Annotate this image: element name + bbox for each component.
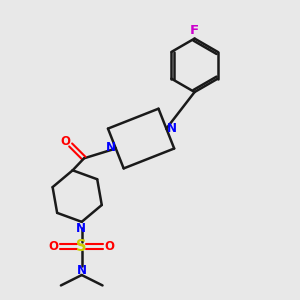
- Text: O: O: [60, 136, 70, 148]
- Text: N: N: [167, 122, 177, 135]
- Text: O: O: [49, 240, 59, 253]
- Text: N: N: [77, 264, 87, 277]
- Text: N: N: [106, 140, 116, 154]
- Text: F: F: [190, 24, 199, 37]
- Text: N: N: [76, 222, 86, 235]
- Text: O: O: [105, 240, 115, 253]
- Text: S: S: [76, 239, 87, 254]
